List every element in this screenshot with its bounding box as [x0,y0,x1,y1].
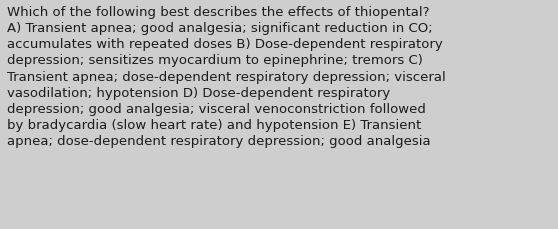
Text: Which of the following best describes the effects of thiopental?
A) Transient ap: Which of the following best describes th… [7,6,446,148]
